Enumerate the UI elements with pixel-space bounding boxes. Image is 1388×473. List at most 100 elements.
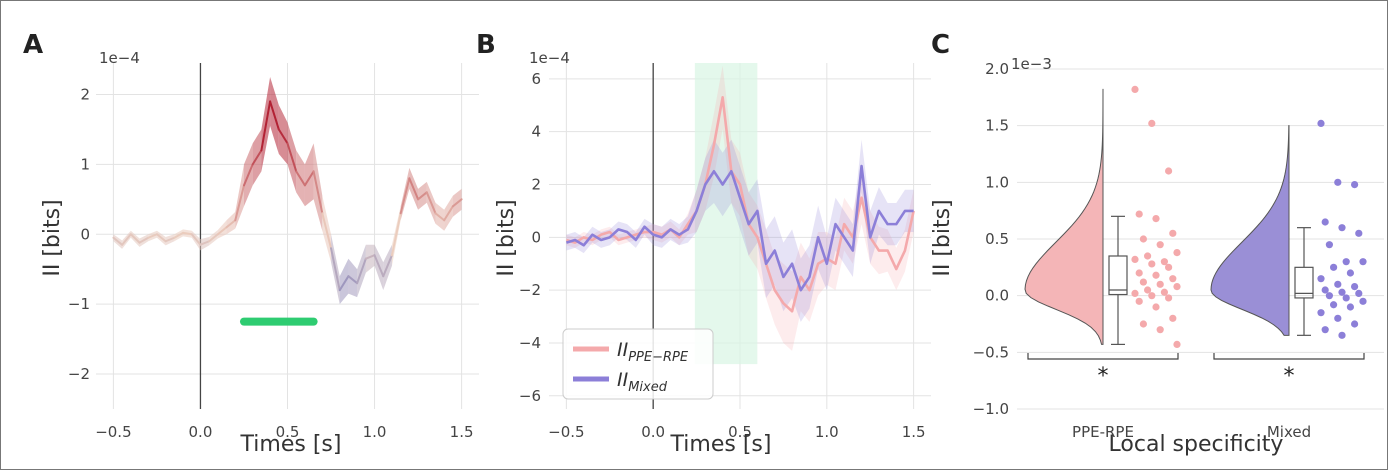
panel-a-xtick: 1.0 <box>363 423 387 441</box>
panel-a-line-segment <box>451 198 463 208</box>
panel-c-point <box>1160 258 1168 266</box>
panel-c-point <box>1131 255 1139 263</box>
panel-c-point <box>1346 303 1354 311</box>
panel-c-ytick: 0.5 <box>985 230 1009 248</box>
panel-b: −0.5 0.0 0.5 1.0 1.5 −6 −4 −2 0 2 4 6 1e−4 Times [… <box>494 49 931 457</box>
panel-c-point <box>1321 326 1329 334</box>
panel-a-line-segment <box>443 205 454 222</box>
panel-c-point <box>1152 303 1160 311</box>
panel-c-point <box>1359 258 1367 266</box>
panel-a-xlabel: Times [s] <box>240 432 342 457</box>
panel-b-ytick: 4 <box>531 123 541 141</box>
panel-c-point <box>1156 326 1164 334</box>
panel-a-line-segment <box>295 170 306 187</box>
panel-c-box-0 <box>1108 255 1128 296</box>
panel-a-ytick: −2 <box>68 365 90 383</box>
panel-a-line-segment <box>173 231 185 239</box>
panel-c-point <box>1338 288 1346 296</box>
panel-c-ytick: −1.0 <box>973 400 1009 418</box>
panel-b-lines <box>565 96 915 313</box>
panel-b-ytick: 6 <box>531 70 541 88</box>
panel-c-point <box>1144 286 1152 294</box>
panel-c-point <box>1338 224 1346 232</box>
panel-a-error-band <box>313 143 323 231</box>
panel-a-xtick: −0.5 <box>95 423 131 441</box>
panel-a-line-segment <box>277 128 289 145</box>
panel-a-line-segment <box>129 233 141 244</box>
panel-a-line-segment <box>434 212 446 222</box>
panel-a-xticks: −0.5 0.0 0.5 1.0 1.5 <box>95 423 473 441</box>
panel-b-xtick: −0.5 <box>548 423 584 441</box>
panel-c-significance-star: * <box>1098 364 1109 389</box>
panel-c-xtick: Mixed <box>1267 423 1311 441</box>
panel-b-xtick: 1.0 <box>815 423 839 441</box>
panel-a-line-segment <box>408 177 420 201</box>
panel-c-point <box>1346 269 1354 277</box>
panel-c-xtick: PPE-RPE <box>1072 423 1134 441</box>
panel-b-ytick: −4 <box>519 334 541 352</box>
panel-c-point <box>1165 167 1173 175</box>
panel-c-point <box>1156 241 1164 249</box>
panel-a-line-segment <box>399 177 411 215</box>
panel-a-ylabel: II [bits] <box>40 199 65 276</box>
panel-a-line-segment <box>347 275 359 285</box>
legend-label-ppe-rpe: IIPPE−RPE <box>617 339 689 365</box>
panel-a-line-segment <box>112 236 124 246</box>
panel-c-ytick: −0.5 <box>973 343 1009 361</box>
panel-c-ytick: 0.0 <box>985 287 1009 305</box>
panel-a-line-segment <box>312 170 324 215</box>
panel-b-error-band-0 <box>566 65 914 351</box>
panel-c-point <box>1351 320 1359 328</box>
panel-letter-c: C <box>931 30 950 60</box>
panel-b-error-band-1 <box>566 139 914 322</box>
panel-c-ytick: 1.5 <box>985 117 1009 135</box>
panel-c-point <box>1152 215 1160 223</box>
panel-c-point <box>1334 314 1342 322</box>
panel-c-xlabel: Local specificity <box>1109 432 1284 457</box>
panel-c-scale-note: 1e−3 <box>1011 55 1052 73</box>
panel-a-xtick: 1.5 <box>450 423 474 441</box>
panel-c-point <box>1148 119 1156 127</box>
panel-c-violin-1 <box>1210 125 1290 336</box>
panel-a-line-segment <box>260 100 272 152</box>
panel-a-line-segment <box>364 254 376 260</box>
panel-c-point <box>1160 288 1168 296</box>
panel-c-point <box>1342 294 1350 302</box>
panel-c-violin-0 <box>1024 88 1104 345</box>
panel-c-point <box>1334 280 1342 288</box>
panel-b-bands <box>566 65 914 351</box>
panel-a-xtick: 0.0 <box>189 423 213 441</box>
panel-c-point <box>1135 269 1143 277</box>
panel-b-ytick: −6 <box>519 387 541 405</box>
panel-a-yticks: −2 −1 0 1 2 <box>68 85 90 383</box>
panel-b-ytick: 2 <box>531 175 541 193</box>
panel-a-lines <box>112 100 463 326</box>
panel-a-line-segment <box>286 142 298 173</box>
panel-a-line-segment <box>330 247 341 292</box>
panel-a-ytick: 1 <box>80 155 90 173</box>
panel-c-xticks: PPE-RPE Mixed <box>1072 423 1311 441</box>
panel-c-point <box>1325 292 1333 300</box>
panel-c-bracket-1 <box>1213 353 1365 360</box>
panel-b-yticks: −6 −4 −2 0 2 4 6 <box>519 70 541 405</box>
panel-a-line-segment <box>199 240 211 246</box>
panel-c-significance-star: * <box>1284 364 1295 389</box>
panel-c-point <box>1148 260 1156 268</box>
panel-c-point <box>1135 297 1143 305</box>
panel-c-box-1 <box>1294 266 1314 299</box>
panel-c-point <box>1317 309 1325 317</box>
panel-c-point <box>1156 280 1164 288</box>
panel-c-point <box>1334 178 1342 186</box>
panel-b-scale-note: 1e−4 <box>529 49 570 67</box>
panel-a-line-segment <box>147 233 158 239</box>
panel-b-ytick: −2 <box>519 281 541 299</box>
panel-c-point <box>1321 286 1329 294</box>
panel-a-line-segment <box>182 231 193 236</box>
panel-a-line-segment <box>269 100 280 131</box>
panel-a-error-band <box>217 220 227 239</box>
panel-c-point <box>1359 297 1367 305</box>
panel-c-point <box>1338 331 1346 339</box>
panel-a-scale-note: 1e−4 <box>99 49 140 67</box>
